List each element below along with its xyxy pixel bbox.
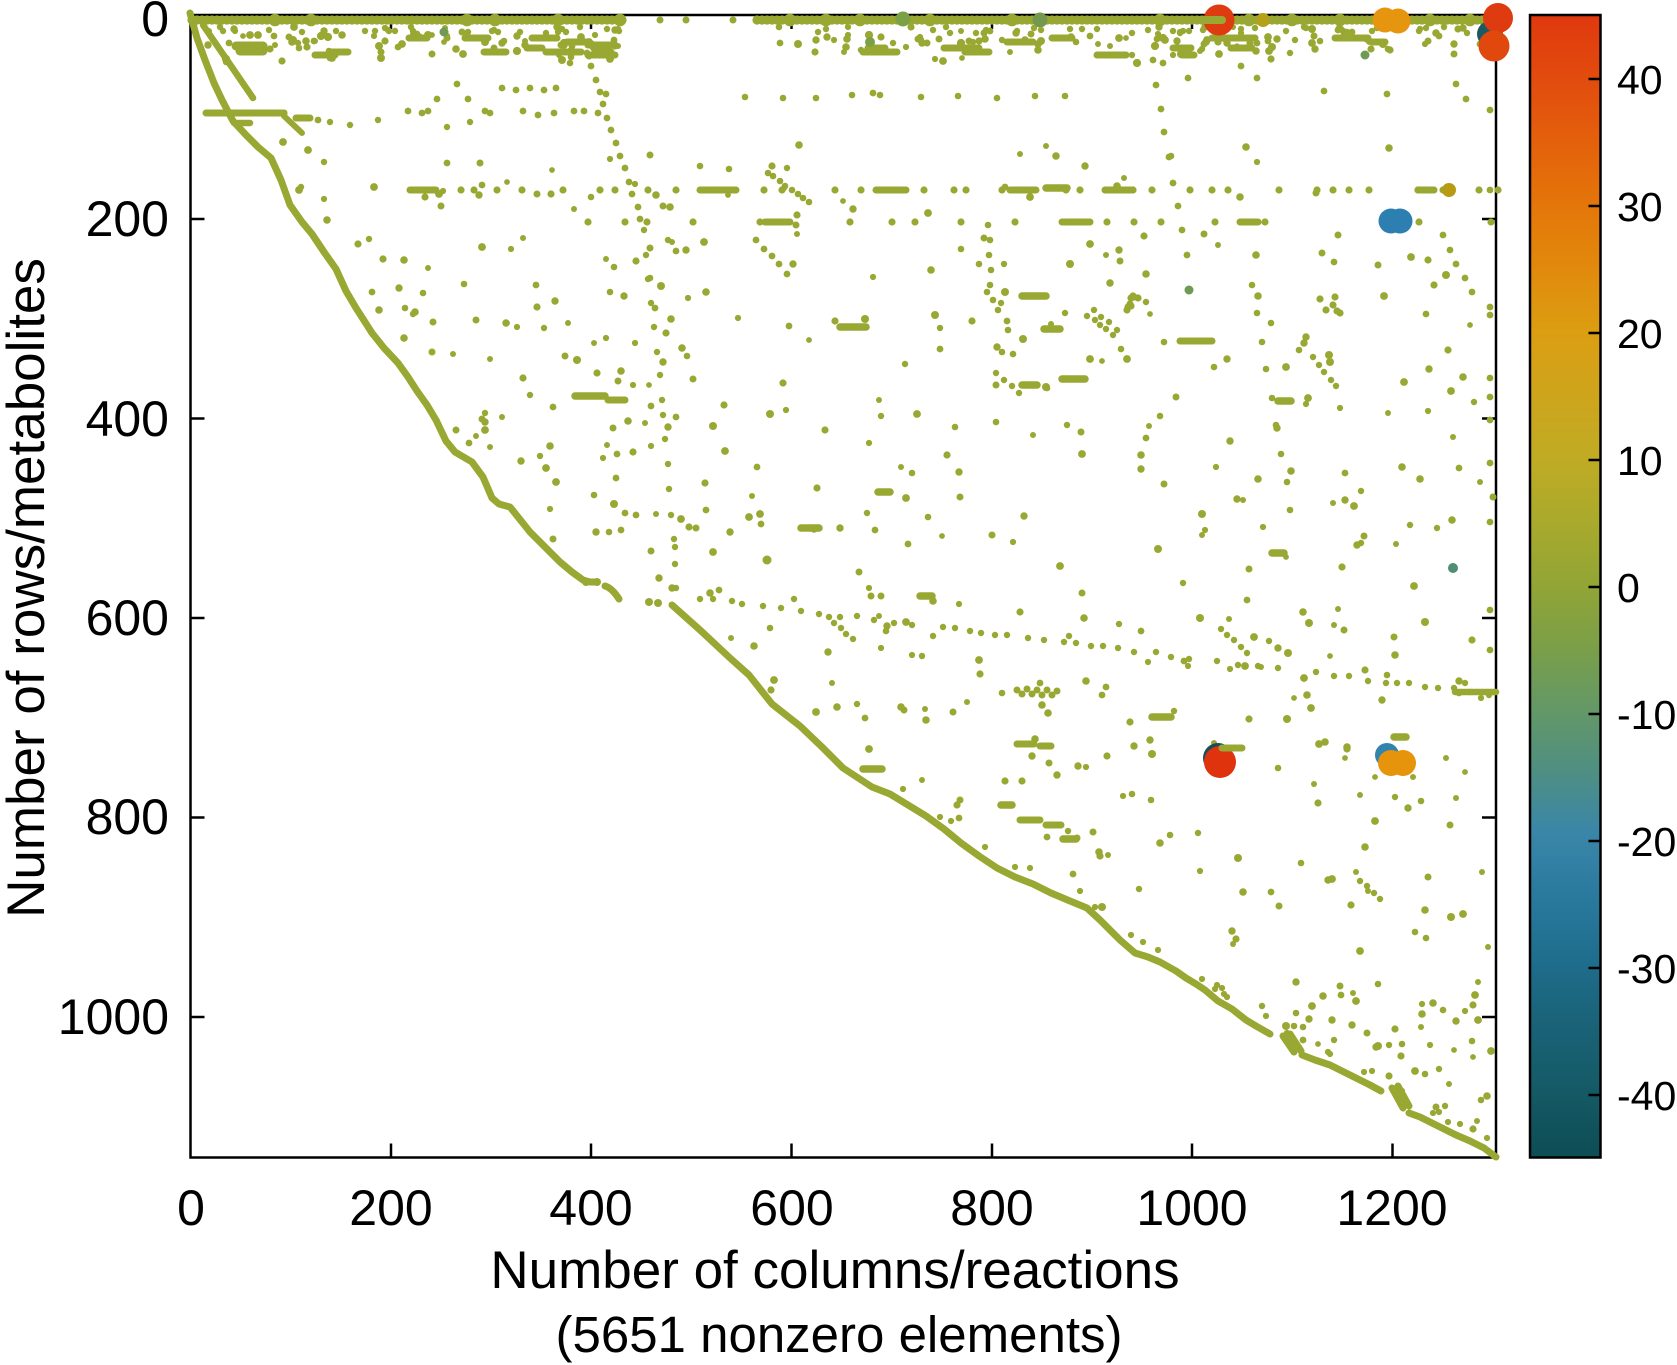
svg-text:10: 10 xyxy=(1617,438,1663,484)
svg-text:-40: -40 xyxy=(1617,1073,1676,1119)
svg-text:1000: 1000 xyxy=(1136,1180,1247,1236)
svg-text:600: 600 xyxy=(750,1180,833,1236)
svg-text:20: 20 xyxy=(1617,311,1663,357)
svg-text:800: 800 xyxy=(86,789,169,845)
svg-text:200: 200 xyxy=(349,1180,432,1236)
svg-text:400: 400 xyxy=(549,1180,632,1236)
svg-text:400: 400 xyxy=(86,391,169,447)
svg-text:-30: -30 xyxy=(1617,946,1676,992)
svg-text:600: 600 xyxy=(86,590,169,646)
svg-text:1200: 1200 xyxy=(1336,1180,1447,1236)
svg-text:40: 40 xyxy=(1617,57,1663,103)
svg-text:-20: -20 xyxy=(1617,819,1676,865)
svg-text:Number of columns/reactions: Number of columns/reactions xyxy=(490,1241,1179,1300)
svg-text:0: 0 xyxy=(1617,565,1640,611)
svg-text:Number of rows/metabolites: Number of rows/metabolites xyxy=(0,258,56,918)
svg-text:(5651 nonzero elements): (5651 nonzero elements) xyxy=(555,1306,1122,1363)
svg-text:1000: 1000 xyxy=(58,989,169,1045)
svg-text:200: 200 xyxy=(86,191,169,247)
svg-text:0: 0 xyxy=(177,1180,205,1236)
svg-text:0: 0 xyxy=(141,0,169,47)
svg-text:-10: -10 xyxy=(1617,692,1676,738)
svg-text:800: 800 xyxy=(950,1180,1033,1236)
svg-text:30: 30 xyxy=(1617,184,1663,230)
